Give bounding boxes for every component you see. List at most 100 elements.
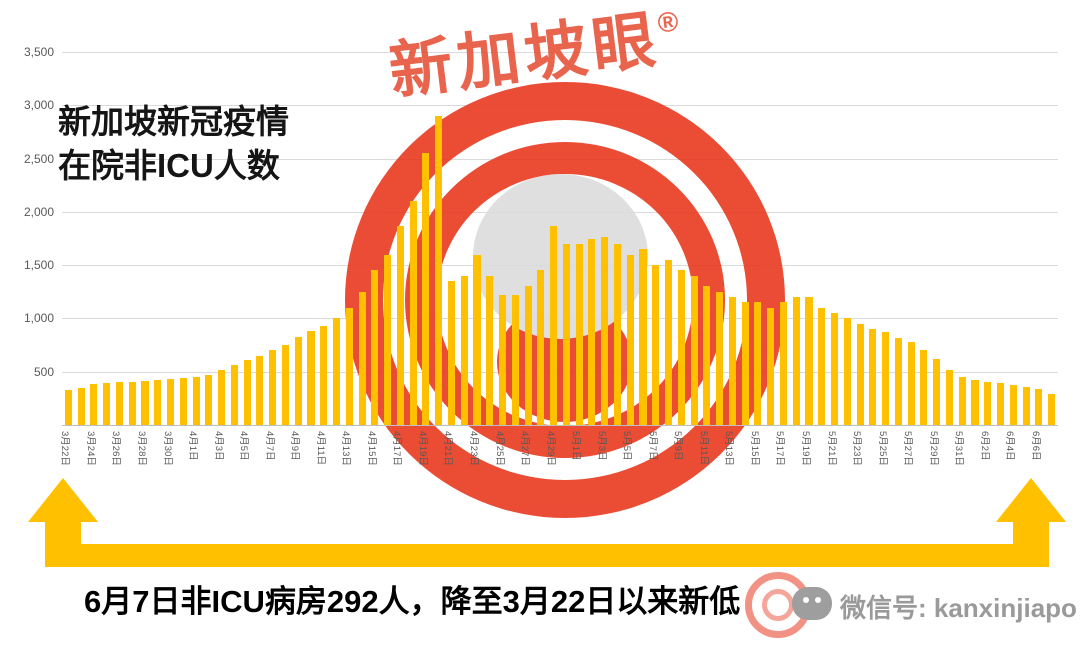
- y-axis-label: 1,000: [23, 311, 54, 326]
- bar-5月21日: [830, 313, 839, 425]
- bar-4月7日: [269, 350, 277, 425]
- bar-5月29日: [933, 358, 941, 425]
- bar-4月13日: [345, 307, 353, 425]
- x-axis-label: 5月9日: [672, 431, 684, 461]
- bar-4月16日: [384, 254, 392, 425]
- gridline: [62, 52, 1058, 53]
- bar-3月30日: [166, 379, 175, 425]
- x-axis-label: 4月21日: [442, 431, 454, 466]
- bar-5月22日: [843, 318, 851, 425]
- x-axis-label: 4月17日: [391, 431, 403, 466]
- bar-4月10日: [307, 331, 315, 425]
- x-axis-label: 3月30日: [161, 431, 173, 466]
- x-axis-label: 5月25日: [876, 431, 888, 466]
- y-axis-label: 2,500: [23, 151, 54, 166]
- bar-4月28日: [537, 270, 545, 425]
- bar-5月3日: [601, 237, 609, 425]
- up-arrow-right-shaft: [1013, 520, 1049, 567]
- bar-4月5日: [243, 360, 251, 425]
- chart-title-line1: 新加坡新冠疫情: [58, 103, 289, 140]
- x-axis-label: 4月23日: [468, 431, 479, 466]
- bar-4月18日: [409, 201, 417, 425]
- bar-5月4日: [613, 243, 622, 425]
- y-axis-label: 3,000: [23, 98, 54, 113]
- bar-5月9日: [677, 270, 685, 425]
- bar-5月14日: [741, 302, 749, 425]
- x-axis-label: 5月7日: [646, 431, 658, 461]
- bar-3月25日: [103, 382, 111, 425]
- bar-5月11日: [703, 286, 711, 425]
- y-axis-label: 1,500: [23, 258, 54, 273]
- x-axis-label: 5月5日: [621, 431, 633, 461]
- bar-4月12日: [332, 318, 341, 425]
- x-axis-label: 4月11日: [314, 431, 326, 466]
- bar-6月6日: [1035, 388, 1043, 425]
- bar-4月17日: [396, 225, 404, 425]
- bar-3月24日: [90, 383, 98, 425]
- bar-4月15日: [371, 270, 379, 425]
- x-axis-label: 6月2日: [978, 431, 990, 461]
- bar-5月26日: [894, 337, 902, 425]
- chart-title-line2: 在院非ICU人数: [58, 146, 280, 184]
- bar-5月18日: [792, 297, 800, 425]
- bar-4月22日: [460, 275, 468, 425]
- x-axis-label: 5月23日: [851, 431, 863, 466]
- x-axis-label: 5月21日: [825, 431, 837, 466]
- x-axis-label: 5月31日: [953, 431, 965, 466]
- bar-4月2日: [205, 374, 213, 425]
- bar-3月28日: [141, 380, 149, 425]
- plot-area: [62, 52, 1058, 425]
- bar-5月13日: [728, 297, 736, 425]
- y-axis-label: 500: [33, 364, 54, 379]
- bar-4月11日: [320, 325, 328, 425]
- bar-5月19日: [805, 297, 813, 425]
- x-axis-label: 4月1日: [187, 431, 199, 461]
- x-axis-label: 4月25日: [493, 431, 505, 466]
- bar-4月19日: [422, 153, 430, 425]
- bar-5月8日: [664, 259, 673, 425]
- x-axis-label: 4月15日: [365, 431, 377, 466]
- x-axis-label: 4月7日: [263, 431, 275, 461]
- bar-5月17日: [779, 302, 788, 425]
- wechat-id-label: 微信号: kanxinjiapo: [840, 593, 1077, 623]
- bar-5月27日: [907, 341, 915, 425]
- bar-4月8日: [281, 344, 290, 425]
- bar-4月6日: [256, 355, 264, 425]
- x-axis-label: 4月29日: [544, 431, 556, 466]
- bar-5月7日: [652, 265, 660, 425]
- bar-5月5日: [626, 254, 634, 425]
- bar-4月14日: [358, 291, 366, 425]
- bar-6月1日: [971, 380, 979, 425]
- x-axis-label: 5月3日: [595, 431, 607, 461]
- bar-4月26日: [511, 294, 519, 425]
- bar-4月4日: [230, 365, 238, 425]
- x-axis-label: 4月13日: [340, 431, 352, 466]
- bar-5月25日: [882, 332, 890, 425]
- bar-4月29日: [550, 225, 558, 425]
- bar-3月27日: [128, 381, 136, 425]
- footer-highlight-bar: [80, 544, 1015, 567]
- wechat-icon: [792, 587, 832, 620]
- y-axis-label: 2,000: [23, 204, 54, 219]
- bar-3月29日: [154, 380, 162, 425]
- x-axis-baseline: [62, 425, 1058, 426]
- y-axis-label: 3,500: [23, 45, 54, 59]
- bar-5月31日: [958, 377, 966, 425]
- bar-4月27日: [524, 286, 532, 425]
- bar-6月5日: [1022, 386, 1030, 425]
- bar-4月3日: [218, 369, 226, 425]
- bar-5月6日: [639, 249, 647, 425]
- x-axis-label: 5月1日: [570, 431, 582, 461]
- x-axis-label: 4月5日: [238, 431, 250, 461]
- x-axis-label: 4月19日: [416, 431, 428, 466]
- bar-4月21日: [447, 281, 456, 425]
- bar-5月24日: [869, 329, 877, 425]
- bar-5月28日: [920, 350, 928, 425]
- x-axis-label: 4月3日: [212, 431, 224, 461]
- bar-4月9日: [294, 336, 302, 425]
- x-axis-label: 5月17日: [774, 431, 786, 466]
- x-axis-label: 4月27日: [519, 431, 531, 466]
- bar-4月25日: [498, 294, 507, 425]
- chart-title: 新加坡新冠疫情 在院非ICU人数: [58, 100, 289, 187]
